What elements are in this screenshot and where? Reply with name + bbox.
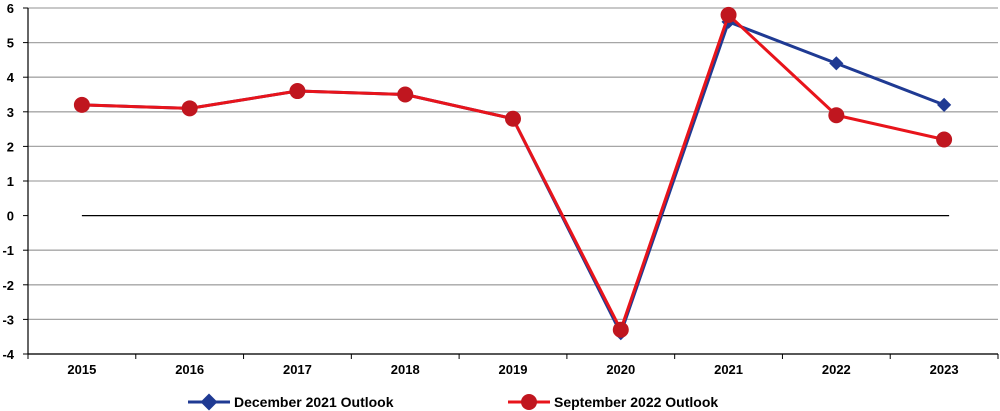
x-tick-label: 2016 (175, 362, 204, 377)
x-axis-ticks: 2015 2016 2017 2018 2019 2020 2021 2022 2023 (27, 354, 999, 377)
series-september-2022 (73, 6, 953, 338)
data-point-diamond (937, 97, 952, 112)
data-point-circle (181, 100, 198, 117)
y-tick-label: 5 (7, 36, 14, 51)
data-point-circle (397, 86, 414, 103)
legend-label-september-2022: September 2022 Outlook (554, 393, 719, 410)
x-tick-label: 2018 (391, 362, 420, 377)
legend-swatch-december-2021 (188, 393, 230, 411)
x-tick-label: 2020 (606, 362, 635, 377)
y-tick-label: -3 (2, 312, 14, 327)
y-tick-label: 6 (7, 1, 14, 16)
y-tick-label: -1 (2, 243, 14, 258)
y-tick-label: 4 (7, 70, 15, 85)
series-line (81, 20, 945, 335)
x-tick-label: 2019 (499, 362, 528, 377)
data-point-circle (289, 83, 306, 100)
y-tick-label: 2 (7, 139, 14, 154)
y-tick-label: -2 (2, 278, 14, 293)
x-tick-label: 2021 (714, 362, 743, 377)
data-point-circle (73, 96, 90, 113)
x-tick-label: 2017 (283, 362, 312, 377)
line-chart: -4 -3 -2 -1 0 1 2 3 4 5 6 2015 2016 2017 2018 2019 2020… (2, 1, 999, 377)
data-point-circle (828, 107, 845, 124)
data-point-circle (936, 131, 953, 148)
data-point-diamond (829, 56, 844, 71)
y-tick-label: -4 (2, 347, 14, 362)
y-tick-label: 0 (7, 209, 14, 224)
legend-label-december-2021: December 2021 Outlook (234, 393, 394, 410)
gridlines (28, 7, 998, 355)
y-axis-ticks: -4 -3 -2 -1 0 1 2 3 4 5 6 (2, 1, 28, 362)
x-tick-label: 2022 (822, 362, 851, 377)
series-december-2021 (74, 14, 952, 341)
data-point-circle (612, 321, 629, 338)
y-tick-label: 3 (7, 105, 14, 120)
series-group (73, 6, 953, 341)
y-tick-label: 1 (7, 174, 14, 189)
x-tick-label: 2015 (67, 362, 96, 377)
x-tick-label: 2023 (930, 362, 959, 377)
legend: December 2021 Outlook September 2022 Out… (188, 392, 1000, 411)
series-line (81, 13, 945, 332)
data-point-circle (720, 6, 737, 23)
legend-item-september-2022: September 2022 Outlook (508, 392, 718, 411)
legend-item-december-2021: December 2021 Outlook (188, 392, 394, 411)
data-point-circle (505, 110, 521, 127)
legend-swatch-september-2022 (508, 394, 550, 410)
